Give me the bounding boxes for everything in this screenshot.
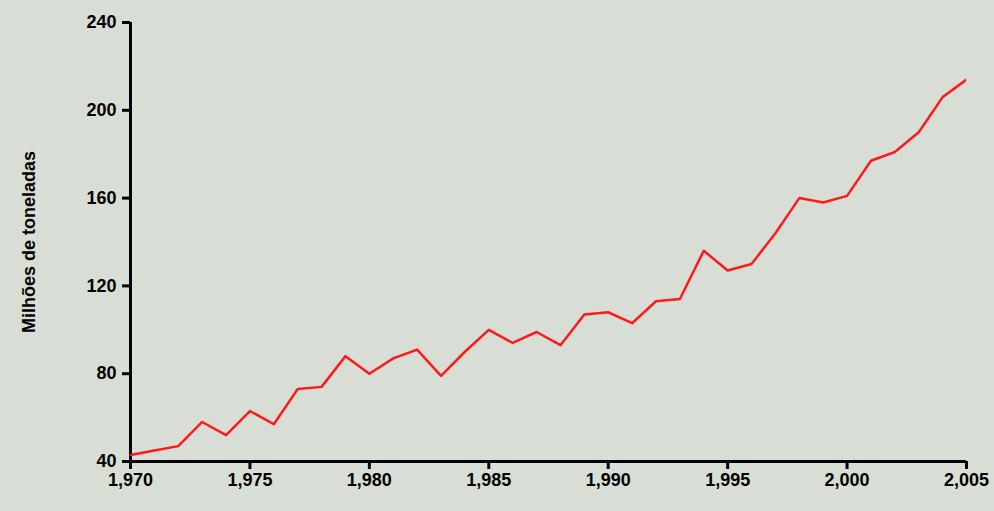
svg-text:Milhões de toneladas: Milhões de toneladas: [19, 151, 39, 333]
svg-text:1,995: 1,995: [705, 470, 750, 490]
svg-text:1,980: 1,980: [347, 470, 392, 490]
svg-text:2,005: 2,005: [944, 470, 989, 490]
svg-text:120: 120: [86, 276, 116, 296]
svg-text:1,975: 1,975: [227, 470, 272, 490]
svg-text:1,990: 1,990: [586, 470, 631, 490]
svg-text:1,970: 1,970: [108, 470, 153, 490]
svg-text:40: 40: [96, 451, 116, 471]
svg-text:2,000: 2,000: [825, 470, 870, 490]
svg-text:240: 240: [86, 12, 116, 32]
svg-text:160: 160: [86, 188, 116, 208]
svg-text:1,985: 1,985: [466, 470, 511, 490]
svg-text:200: 200: [86, 100, 116, 120]
svg-text:80: 80: [96, 363, 116, 383]
